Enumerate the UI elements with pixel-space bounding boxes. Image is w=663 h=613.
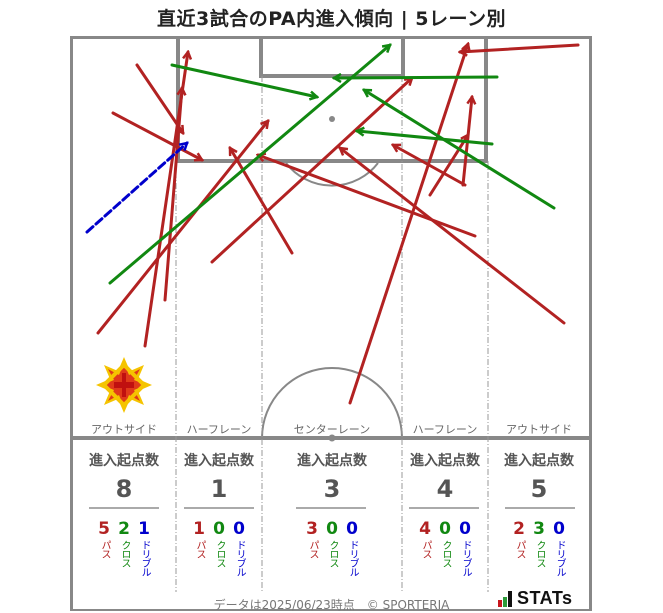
pass-count: 2 xyxy=(513,519,525,539)
bar-chart-icon xyxy=(498,590,512,607)
dribble-label: ドリブル xyxy=(554,540,565,576)
stat-header: 進入起点数 xyxy=(410,453,480,469)
lane-stats-outside-right: 進入起点数 5 2 パス 3 クロス 0 ドリブル xyxy=(488,450,590,576)
pass-count: 3 xyxy=(306,519,318,539)
stat-total: 3 xyxy=(323,475,341,503)
pass-arrows xyxy=(96,44,580,405)
pass-label: パス xyxy=(99,540,110,558)
cross-label: クロス xyxy=(327,540,338,567)
cross-label: クロス xyxy=(119,540,130,567)
stat-header: 進入起点数 xyxy=(89,453,159,469)
dribble-count: 0 xyxy=(233,519,245,539)
stat-header: 進入起点数 xyxy=(297,453,367,469)
dribble-label: ドリブル xyxy=(347,540,358,576)
pass-label: パス xyxy=(420,540,431,558)
dribble-label: ドリブル xyxy=(460,540,471,576)
stat-header: 進入起点数 xyxy=(504,453,574,469)
cross-count: 0 xyxy=(326,519,338,539)
stat-header: 進入起点数 xyxy=(184,453,254,469)
pass-label: パス xyxy=(514,540,525,558)
lane-label-outside-left: アウトサイド xyxy=(91,423,157,436)
goal-area xyxy=(259,37,405,78)
dribble-label: ドリブル xyxy=(139,540,150,576)
cross-label: クロス xyxy=(214,540,225,567)
center-spot xyxy=(328,434,336,442)
cross-count: 0 xyxy=(439,519,451,539)
lane-label-outside-right: アウトサイド xyxy=(506,423,572,436)
cross-count: 3 xyxy=(533,519,545,539)
lane-label-halfspace-right: ハーフレーン xyxy=(412,423,478,436)
lane-stats-halfspace-right: 進入起点数 4 4 パス 0 クロス 0 ドリブル xyxy=(402,450,488,576)
stats-logo: STATs xyxy=(498,588,573,609)
cross-arrows xyxy=(108,45,556,285)
pass-count: 5 xyxy=(98,519,110,539)
stat-total: 5 xyxy=(530,475,548,503)
stat-total: 8 xyxy=(115,475,133,503)
lane-label-center: センターレーン xyxy=(293,423,371,436)
penalty-spot xyxy=(329,116,335,122)
penalty-area xyxy=(176,37,488,163)
penalty-arc xyxy=(285,162,379,187)
logo-text: STATs xyxy=(517,588,573,608)
lane-stats-halfspace-left: 進入起点数 1 1 パス 0 クロス 0 ドリブル xyxy=(176,450,262,576)
dribble-count: 0 xyxy=(553,519,565,539)
cross-label: クロス xyxy=(534,540,545,567)
pass-count: 1 xyxy=(193,519,205,539)
center-circle xyxy=(261,367,403,439)
pass-label: パス xyxy=(307,540,318,558)
lane-stats-outside-left: 進入起点数 8 5 パス 2 クロス 1 ドリブル xyxy=(72,450,176,576)
cross-count: 2 xyxy=(118,519,130,539)
lane-label-halfspace-left: ハーフレーン xyxy=(186,423,252,436)
footer-credit: データは2025/06/23時点 © SPORTERIA xyxy=(213,598,450,612)
dribble-label: ドリブル xyxy=(234,540,245,576)
lane-stats-center: 進入起点数 3 3 パス 0 クロス 0 ドリブル xyxy=(262,450,402,576)
stat-total: 1 xyxy=(210,475,228,503)
pass-count: 4 xyxy=(419,519,431,539)
dribble-arrows xyxy=(85,143,187,234)
dribble-count: 0 xyxy=(459,519,471,539)
cross-count: 0 xyxy=(213,519,225,539)
dribble-count: 0 xyxy=(346,519,358,539)
dribble-count: 1 xyxy=(138,519,150,539)
chart-title: 直近3試合のPA内進入傾向 | 5レーン別 xyxy=(156,8,507,30)
cross-label: クロス xyxy=(440,540,451,567)
pass-label: パス xyxy=(194,540,205,558)
team-emblem xyxy=(96,357,152,413)
stat-total: 4 xyxy=(436,475,454,503)
